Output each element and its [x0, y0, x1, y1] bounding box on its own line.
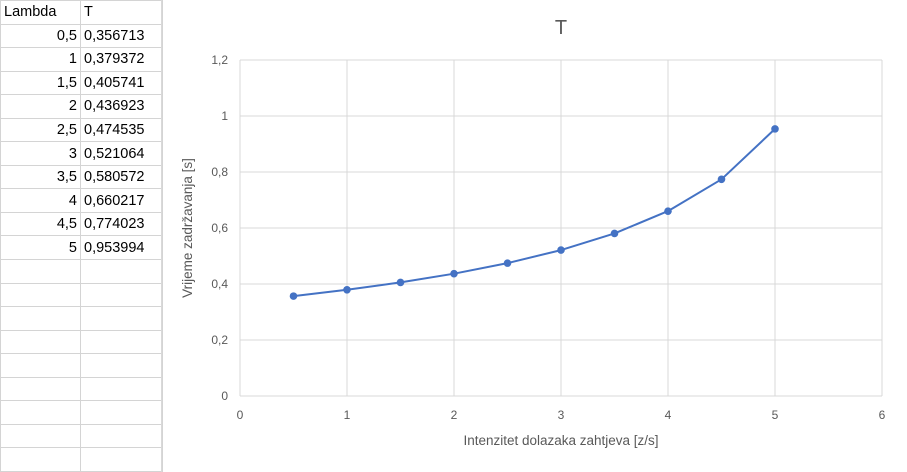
lambda-cell[interactable]: 1,5 [0, 70, 81, 96]
table-row [0, 306, 163, 331]
table-row: 1 0,379372 [0, 47, 163, 72]
lambda-cell[interactable]: 2,5 [0, 117, 81, 143]
data-point[interactable] [450, 269, 458, 278]
t-cell[interactable] [80, 353, 163, 378]
data-point[interactable] [503, 259, 512, 267]
x-tick-label: 5 [772, 408, 779, 422]
x-tick-label: 6 [879, 408, 886, 422]
data-point[interactable] [289, 292, 298, 300]
table-row [0, 259, 163, 284]
t-cell[interactable] [80, 306, 163, 331]
lambda-cell[interactable] [0, 306, 81, 331]
lambda-cell[interactable] [0, 329, 81, 355]
lambda-cell[interactable] [0, 376, 81, 402]
y-tick-label: 0 [221, 389, 228, 403]
table-row: 0,5 0,356713 [0, 23, 163, 49]
y-tick-label: 0,4 [211, 277, 228, 291]
table-row: 4,5 0,774023 [0, 211, 163, 237]
data-point[interactable] [717, 175, 726, 184]
data-point[interactable] [396, 278, 405, 287]
y-tick-label: 0,6 [211, 221, 228, 235]
line-chart: T 0 0,2 0,4 0,6 0,8 1 1,2 0 1 2 3 4 5 6 Intenzitet d… [180, 17, 886, 448]
t-cell[interactable]: 0,660217 [80, 188, 163, 213]
t-cell[interactable] [80, 282, 163, 308]
table-row [0, 447, 163, 472]
data-point[interactable] [771, 125, 779, 133]
t-cell[interactable] [80, 447, 163, 472]
data-point[interactable] [557, 246, 565, 254]
series-layer [289, 125, 779, 300]
lambda-cell[interactable] [0, 353, 81, 378]
t-cell[interactable]: 0,474535 [80, 117, 163, 143]
y-tick-label: 1 [221, 109, 228, 123]
y-axis-title: Vrijeme zadržavanja [s] [180, 158, 195, 298]
lambda-cell[interactable]: 3,5 [0, 164, 81, 190]
x-tick-label: 0 [237, 408, 244, 422]
lambda-cell[interactable]: 4 [0, 188, 81, 213]
lambda-cell[interactable]: 2 [0, 94, 81, 119]
header-row: Lambda T [0, 0, 163, 25]
y-tick-label: 0,2 [211, 333, 228, 347]
series-line [293, 128, 776, 298]
t-cell[interactable] [80, 400, 163, 425]
t-cell[interactable]: 0,379372 [80, 47, 163, 72]
lambda-cell[interactable]: 5 [0, 235, 81, 261]
spreadsheet-grid[interactable]: Lambda T 0,5 0,356713 1 0,379372 1,5 0,405741 2 0… [0, 0, 163, 472]
x-axis-title: Intenzitet dolazaka zahtjeva [z/s] [463, 433, 658, 448]
t-cell[interactable]: 0,436923 [80, 94, 163, 119]
table-row [0, 282, 163, 308]
x-tick-label: 2 [451, 408, 458, 422]
table-row [0, 400, 163, 425]
y-tick-label: 1,2 [211, 53, 228, 67]
table-row [0, 423, 163, 449]
table-row: 3,5 0,580572 [0, 164, 163, 190]
t-cell[interactable]: 0,580572 [80, 164, 163, 190]
t-cell[interactable]: 0,405741 [80, 70, 163, 96]
lambda-cell[interactable]: 0,5 [0, 23, 81, 49]
y-tick-label: 0,8 [211, 165, 228, 179]
lambda-cell[interactable]: 1 [0, 47, 81, 72]
t-cell[interactable] [80, 376, 163, 402]
table-row [0, 353, 163, 378]
lambda-cell[interactable]: 3 [0, 141, 81, 166]
table-row: 2,5 0,474535 [0, 117, 163, 143]
lambda-cell[interactable]: 4,5 [0, 211, 81, 237]
lambda-cell[interactable] [0, 447, 81, 472]
data-point[interactable] [664, 207, 672, 215]
data-point[interactable] [610, 229, 619, 238]
table-row [0, 329, 163, 355]
gridlines [239, 59, 883, 397]
x-axis-ticks: 0 1 2 3 4 5 6 [237, 408, 886, 422]
table-row: 2 0,436923 [0, 94, 163, 119]
t-cell[interactable]: 0,953994 [80, 235, 163, 261]
lambda-cell[interactable] [0, 259, 81, 284]
header-cell-lambda[interactable]: Lambda [0, 0, 81, 25]
lambda-cell[interactable] [0, 423, 81, 449]
t-cell[interactable]: 0,774023 [80, 211, 163, 237]
chart-area[interactable]: T 0 0,2 0,4 0,6 0,8 1 1,2 0 1 2 3 4 5 6 Intenzitet d… [161, 0, 907, 472]
t-cell[interactable]: 0,521064 [80, 141, 163, 166]
table-row: 5 0,953994 [0, 235, 163, 261]
table-row: 1,5 0,405741 [0, 70, 163, 96]
table-row: 3 0,521064 [0, 141, 163, 166]
t-cell[interactable]: 0,356713 [80, 23, 163, 49]
table-row: 4 0,660217 [0, 188, 163, 213]
lambda-cell[interactable] [0, 282, 81, 308]
table-row [0, 376, 163, 402]
t-cell[interactable] [80, 259, 163, 284]
data-point[interactable] [343, 285, 351, 294]
x-tick-label: 1 [344, 408, 351, 422]
lambda-cell[interactable] [0, 400, 81, 425]
t-cell[interactable] [80, 423, 163, 449]
chart-title: T [555, 17, 567, 39]
header-cell-t[interactable]: T [80, 0, 163, 25]
x-tick-label: 3 [558, 408, 565, 422]
t-cell[interactable] [80, 329, 163, 355]
y-axis-ticks: 0 0,2 0,4 0,6 0,8 1 1,2 [211, 53, 228, 403]
x-tick-label: 4 [665, 408, 672, 422]
